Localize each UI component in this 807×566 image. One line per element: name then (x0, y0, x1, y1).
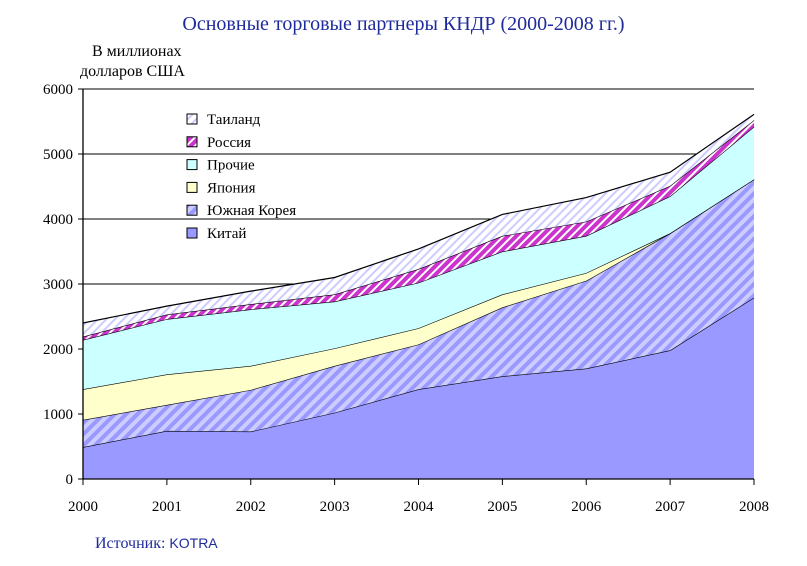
x-tick-label: 2001 (152, 499, 182, 515)
line-thailand (82, 113, 755, 324)
y-tick-label: 6000 (43, 82, 73, 98)
source-org: KOTRA (169, 535, 218, 551)
y-tick-label: 0 (66, 472, 74, 488)
y-tick-label: 5000 (43, 147, 73, 163)
legend-swatch-thailand (186, 113, 198, 125)
x-tick-label: 2006 (571, 499, 602, 515)
legend: Таиланд Россия Прочие Япония Южная Корея Кита… (186, 112, 296, 242)
legend-swatch-japan (186, 181, 198, 193)
y-axis-label-line-1: В миллионах (92, 43, 182, 60)
legend-swatch-others (186, 159, 198, 171)
area-japan (83, 179, 754, 420)
y-tick-label: 4000 (43, 212, 73, 228)
area-others (83, 126, 754, 390)
legend-label-others: Прочие (207, 158, 255, 174)
x-tick-label: 2008 (739, 499, 769, 515)
area-china (83, 297, 754, 479)
y-tick-label: 2000 (43, 342, 73, 358)
legend-label-russia: Россия (207, 135, 251, 151)
legend-label-thailand: Таиланд (207, 112, 261, 128)
source-label: Источник: (95, 535, 166, 552)
y-tick-label: 1000 (43, 407, 73, 423)
x-tick-label: 2003 (320, 499, 350, 515)
legend-swatch-russia (186, 136, 198, 148)
x-tick-label: 2004 (404, 499, 435, 515)
x-tick-label: 2007 (655, 499, 686, 515)
legend-swatch-south-korea (186, 204, 198, 216)
axis-layer: 0 1000 2000 3000 4000 5000 6000 2000 2001 2002 200… (43, 82, 769, 515)
y-axis-label-line-2: долларов США (80, 63, 185, 80)
x-tick-label: 2002 (236, 499, 266, 515)
legend-label-japan: Япония (207, 180, 256, 196)
area-layer (82, 113, 755, 479)
x-tick-label: 2000 (68, 499, 98, 515)
legend-swatch-china (186, 227, 198, 239)
y-axis-label: В миллионах долларов США (80, 42, 185, 82)
x-tick-label: 2005 (487, 499, 517, 515)
source-note: Источник: KOTRA (95, 535, 218, 553)
y-tick-label: 3000 (43, 277, 73, 293)
area-thailand (83, 114, 754, 337)
legend-label-china: Китай (207, 226, 246, 242)
chart-title: Основные торговые партнеры КНДР (2000-20… (182, 13, 625, 35)
area-south-korea (83, 179, 754, 448)
legend-label-south-korea: Южная Корея (207, 203, 296, 219)
